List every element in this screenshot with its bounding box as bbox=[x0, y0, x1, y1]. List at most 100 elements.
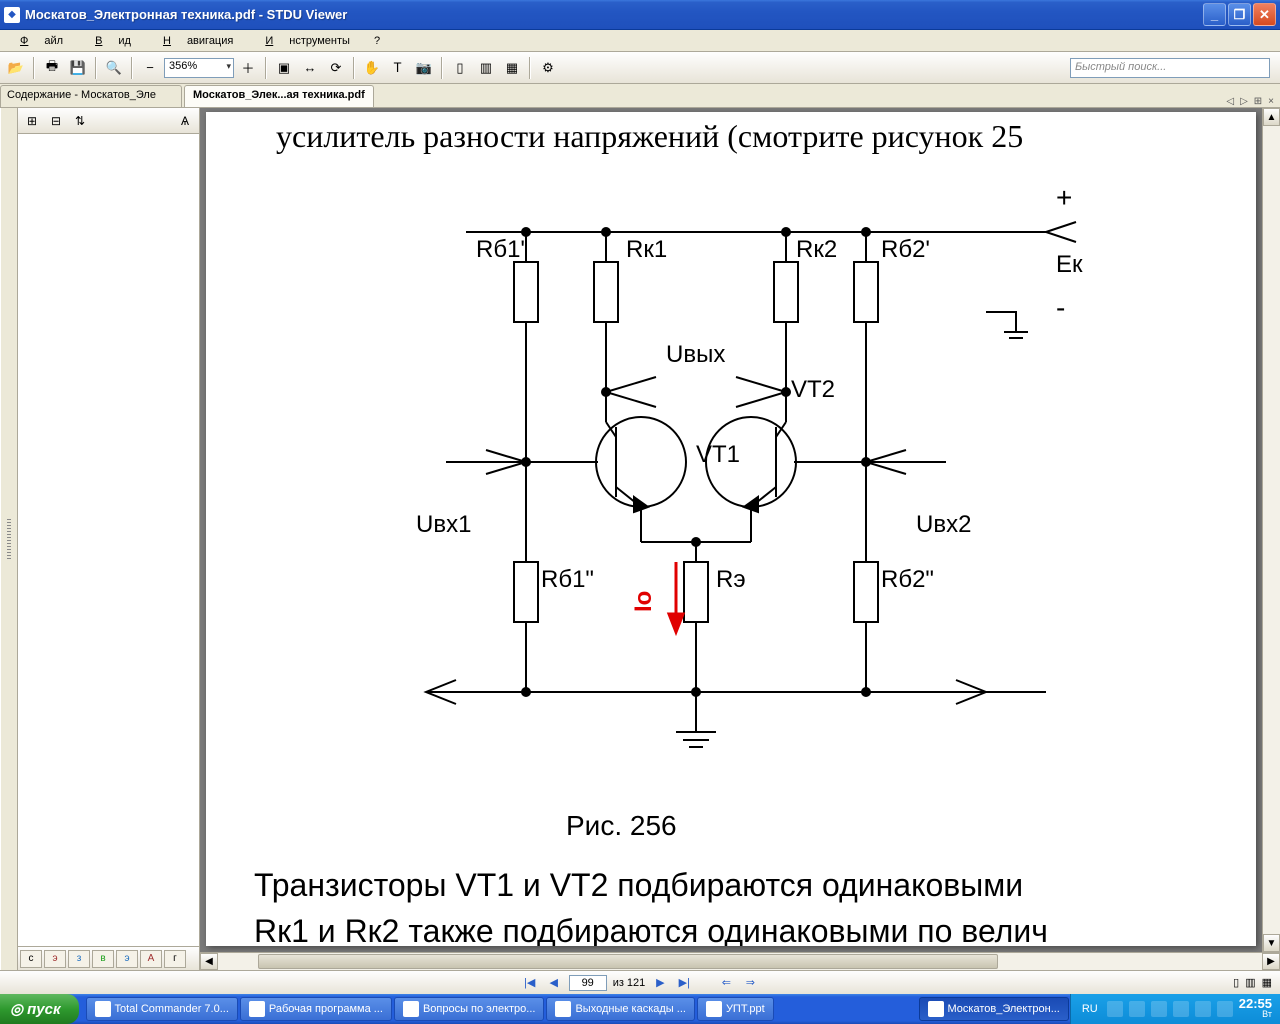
view-single-icon[interactable]: ▯ bbox=[1233, 976, 1239, 989]
back-icon[interactable]: ⇐ bbox=[717, 974, 735, 992]
sidebar-tab-glyph[interactable]: г bbox=[164, 950, 186, 968]
sidebar-title-tab[interactable]: Содержание - Москатов_Эле bbox=[0, 85, 182, 107]
title-bar: ◆ Москатов_Электронная техника.pdf - STD… bbox=[0, 0, 1280, 30]
start-button[interactable]: ◎ пуск bbox=[0, 994, 79, 1024]
sidebar-search-icon[interactable]: Ѧ bbox=[175, 111, 195, 131]
fit-width-icon[interactable]: ↔ bbox=[298, 56, 322, 80]
open-icon[interactable]: 📂 bbox=[4, 56, 28, 80]
zoom-out-icon[interactable]: − bbox=[138, 56, 162, 80]
continuous-icon[interactable]: ▥ bbox=[474, 56, 498, 80]
task-icon bbox=[403, 1001, 419, 1017]
svg-text:Rк2: Rк2 bbox=[796, 236, 837, 263]
tab-next-icon[interactable]: ▷ bbox=[1240, 96, 1248, 107]
document-view[interactable]: усилитель разности напряжений (смотрите … bbox=[200, 108, 1280, 970]
view-cont-icon[interactable]: ▥ bbox=[1245, 976, 1255, 989]
clock[interactable]: 22:55 Вт bbox=[1239, 998, 1272, 1020]
svg-text:-: - bbox=[1056, 292, 1065, 323]
svg-text:Iо: Iо bbox=[630, 591, 657, 612]
settings-icon[interactable]: ⚙ bbox=[536, 56, 560, 80]
tray-icon[interactable] bbox=[1129, 1001, 1145, 1017]
save-icon[interactable]: 💾 bbox=[66, 56, 90, 80]
page-total: из 121 bbox=[613, 977, 646, 989]
find-icon[interactable]: 🔍 bbox=[102, 56, 126, 80]
expand-all-icon[interactable]: ⊞ bbox=[22, 111, 42, 131]
svg-text:VT2: VT2 bbox=[791, 376, 835, 403]
sidebar-tab-history[interactable]: э bbox=[116, 950, 138, 968]
svg-text:Rб1': Rб1' bbox=[476, 236, 525, 263]
sync-icon[interactable]: ⇅ bbox=[70, 111, 90, 131]
tray-icon[interactable] bbox=[1217, 1001, 1233, 1017]
svg-text:Uвх1: Uвх1 bbox=[416, 511, 471, 538]
tray-icon[interactable] bbox=[1107, 1001, 1123, 1017]
tab-close-icon[interactable]: × bbox=[1268, 96, 1274, 107]
task-item[interactable]: Total Commander 7.0... bbox=[86, 997, 238, 1021]
svg-text:Rк1: Rк1 bbox=[626, 236, 667, 263]
sidebar-tab-search[interactable]: в bbox=[92, 950, 114, 968]
tab-prev-icon[interactable]: ◁ bbox=[1226, 96, 1234, 107]
task-item[interactable]: УПТ.ppt bbox=[697, 997, 774, 1021]
svg-text:VT1: VT1 bbox=[696, 441, 740, 468]
sidebar-tab-bookmarks[interactable]: з bbox=[68, 950, 90, 968]
vertical-scrollbar[interactable]: ▲▼ bbox=[1262, 108, 1280, 952]
language-indicator[interactable]: RU bbox=[1079, 1001, 1101, 1017]
fit-page-icon[interactable]: ▣ bbox=[272, 56, 296, 80]
toolbar: 📂 🖶 💾 🔍 − 356% ＋ ▣ ↔ ⟳ ✋ Ꭲ 📷 ▯ ▥ ▦ ⚙ Быс… bbox=[0, 52, 1280, 84]
view-facing-icon[interactable]: ▦ bbox=[1262, 976, 1272, 989]
collapse-all-icon[interactable]: ⊟ bbox=[46, 111, 66, 131]
snapshot-icon[interactable]: 📷 bbox=[412, 56, 436, 80]
rotate-icon[interactable]: ⟳ bbox=[324, 56, 348, 80]
last-page-icon[interactable]: ▶| bbox=[675, 974, 693, 992]
menu-view[interactable]: Вид bbox=[79, 33, 147, 49]
sidebar-tab-thumbnails[interactable]: э bbox=[44, 950, 66, 968]
close-button[interactable]: ✕ bbox=[1253, 3, 1276, 26]
svg-text:Rэ: Rэ bbox=[716, 566, 746, 593]
task-item[interactable]: Рабочая программа ... bbox=[240, 997, 392, 1021]
task-icon bbox=[706, 1001, 722, 1017]
hand-tool-icon[interactable]: ✋ bbox=[360, 56, 384, 80]
zoom-in-icon[interactable]: ＋ bbox=[236, 56, 260, 80]
taskbar: ◎ пуск Total Commander 7.0... Рабочая пр… bbox=[0, 994, 1280, 1024]
tab-strip: Содержание - Москатов_Эле Москатов_Элек.… bbox=[0, 84, 1280, 108]
tab-grid-icon[interactable]: ⊞ bbox=[1254, 96, 1262, 107]
svg-text:Uвых: Uвых bbox=[666, 341, 725, 368]
task-item[interactable]: Вопросы по электро... bbox=[394, 997, 545, 1021]
figure-caption: Рис. 256 bbox=[566, 810, 677, 842]
forward-icon[interactable]: ⇒ bbox=[741, 974, 759, 992]
first-page-icon[interactable]: |◀ bbox=[521, 974, 539, 992]
body-text: Транзисторы VT1 и VT2 подбираются одинак… bbox=[254, 862, 1256, 946]
page-number-input[interactable]: 99 bbox=[569, 975, 607, 991]
next-page-icon[interactable]: ▶ bbox=[651, 974, 669, 992]
document-tab[interactable]: Москатов_Элек...ая техника.pdf bbox=[184, 85, 374, 107]
prev-page-icon[interactable]: ◀ bbox=[545, 974, 563, 992]
menu-file[interactable]: Файл bbox=[4, 33, 79, 49]
zoom-combo[interactable]: 356% bbox=[164, 58, 234, 78]
task-item[interactable]: Выходные каскады ... bbox=[546, 997, 694, 1021]
drag-handle[interactable] bbox=[0, 108, 18, 970]
svg-text:Uвх2: Uвх2 bbox=[916, 511, 971, 538]
menu-tools[interactable]: Инструменты bbox=[249, 33, 366, 49]
tray-icon[interactable] bbox=[1195, 1001, 1211, 1017]
minimize-button[interactable]: _ bbox=[1203, 3, 1226, 26]
task-icon bbox=[928, 1001, 944, 1017]
app-icon: ◆ bbox=[4, 7, 20, 23]
sidebar-toolbar: ⊞ ⊟ ⇅ Ѧ bbox=[18, 108, 199, 134]
svg-text:Rб2": Rб2" bbox=[881, 566, 934, 593]
sidebar-tab-font[interactable]: А bbox=[140, 950, 162, 968]
select-tool-icon[interactable]: Ꭲ bbox=[386, 56, 410, 80]
quick-search-input[interactable]: Быстрый поиск... bbox=[1070, 58, 1270, 78]
menu-help[interactable]: ? bbox=[366, 33, 388, 49]
print-icon[interactable]: 🖶 bbox=[40, 56, 64, 80]
svg-text:+: + bbox=[1056, 182, 1072, 213]
tray-icon[interactable] bbox=[1173, 1001, 1189, 1017]
sidebar-tab-contents[interactable]: с bbox=[20, 950, 42, 968]
page: усилитель разности напряжений (смотрите … bbox=[206, 112, 1256, 946]
horizontal-scrollbar[interactable]: ◀▶ bbox=[200, 952, 1280, 970]
facing-icon[interactable]: ▦ bbox=[500, 56, 524, 80]
page-nav-bar: |◀ ◀ 99 из 121 ▶ ▶| ⇐ ⇒ ▯ ▥ ▦ bbox=[0, 970, 1280, 994]
svg-text:Rб2': Rб2' bbox=[881, 236, 930, 263]
single-page-icon[interactable]: ▯ bbox=[448, 56, 472, 80]
tray-icon[interactable] bbox=[1151, 1001, 1167, 1017]
task-item-active[interactable]: Москатов_Электрон... bbox=[919, 997, 1069, 1021]
menu-nav[interactable]: Навигация bbox=[147, 33, 249, 49]
maximize-button[interactable]: ❐ bbox=[1228, 3, 1251, 26]
